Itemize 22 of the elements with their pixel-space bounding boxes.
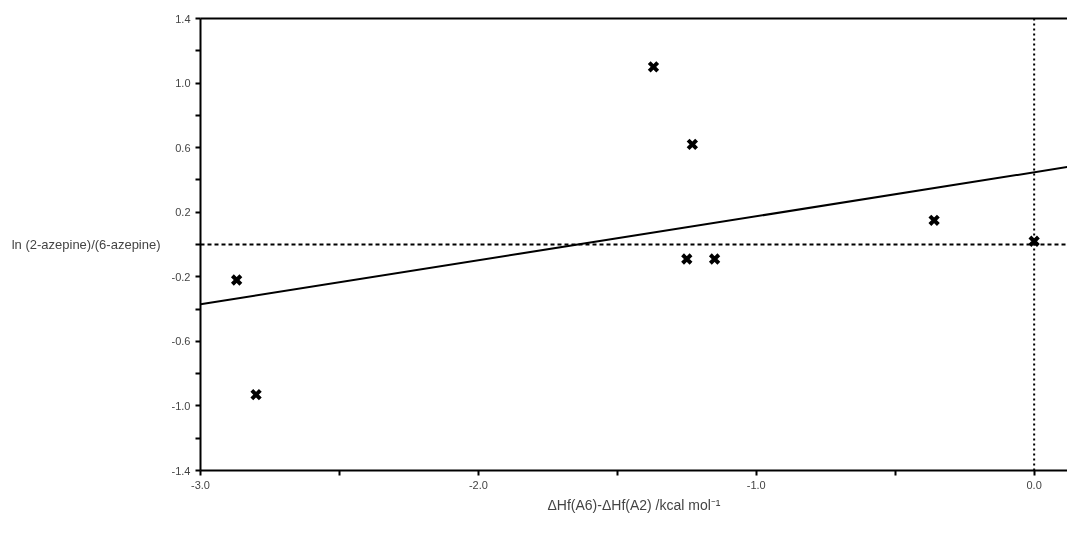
point — [1027, 235, 1041, 248]
x-tick-label: -3.0 — [191, 478, 210, 491]
y-tick-label: 0.2 — [175, 206, 191, 219]
y-tick-label: -0.2 — [171, 270, 191, 283]
point — [249, 388, 263, 401]
point — [686, 138, 699, 151]
y-tick-label: 1.4 — [175, 12, 191, 25]
x-tick-label: 0.0 — [1026, 478, 1042, 491]
point — [708, 252, 721, 266]
x-tick-label: -2.0 — [468, 478, 488, 491]
y-tick-label: -0.6 — [171, 335, 191, 348]
x-axis-title: ΔHf(A6)-ΔHf(A2) /kcal mol⁻¹ — [547, 496, 721, 513]
y-axis-title: ln (2-azepine)/(6-azepine) — [11, 237, 161, 252]
point — [230, 273, 243, 287]
y-tick-label: 1.0 — [175, 77, 191, 90]
point — [647, 60, 660, 74]
x-tick-label: -1.0 — [746, 478, 766, 491]
y-tick-label: -1.0 — [171, 399, 191, 412]
y-tick-label: -1.4 — [171, 464, 191, 477]
point — [680, 252, 694, 266]
point — [927, 214, 941, 227]
y-tick-label: 0.6 — [175, 141, 191, 154]
